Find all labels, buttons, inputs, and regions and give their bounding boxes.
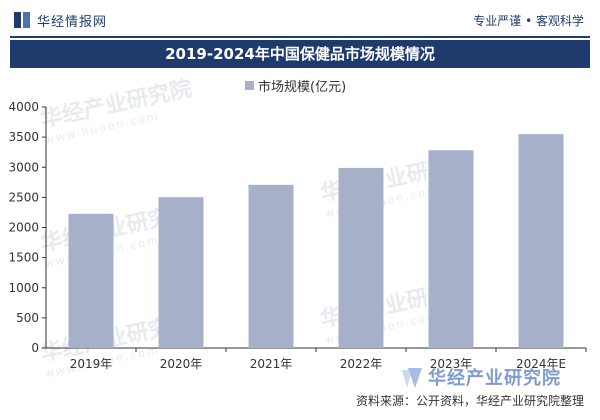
legend: 市场规模(亿元) (245, 76, 346, 95)
x-tick-label: 2020年 (160, 357, 203, 371)
bar (338, 167, 384, 348)
legend-label: 市场规模(亿元) (258, 80, 347, 95)
bar (158, 197, 204, 348)
brand-logo-icon (14, 12, 30, 28)
y-tick-label: 4000 (8, 100, 39, 114)
x-tick-label: 2024年E (516, 357, 566, 371)
bar (68, 213, 114, 348)
tagline: 专业严谨 • 客观科学 (473, 14, 584, 28)
y-tick-label: 3000 (8, 160, 39, 174)
y-tick-label: 0 (31, 341, 39, 355)
x-tick-label: 2021年 (250, 357, 293, 371)
y-tick-label: 3500 (8, 130, 39, 144)
x-tick-label: 2023年 (430, 357, 473, 371)
y-tick-label: 2500 (8, 190, 39, 204)
footer-brand: 华经产业研究院 (428, 368, 561, 389)
legend-swatch (245, 81, 254, 90)
x-tick-label: 2019年 (70, 357, 113, 371)
header-divider (10, 36, 590, 38)
chart-title: 2019-2024年中国保健品市场规模情况 (10, 40, 590, 68)
y-tick-label: 2000 (8, 221, 39, 235)
y-tick-label: 1000 (8, 281, 39, 295)
source-note: 资料来源：公开资料，华经产业研究院整理 (355, 394, 584, 408)
top-bar: 华经情报网 专业严谨 • 客观科学 (0, 0, 600, 40)
brand: 华经情报网 (14, 10, 107, 30)
y-tick-label: 500 (16, 311, 39, 325)
footer-logo-icon (402, 368, 422, 388)
x-tick-label: 2022年 (340, 357, 383, 371)
bar (518, 134, 564, 348)
brand-name: 华经情报网 (37, 14, 108, 30)
bar (248, 184, 294, 348)
y-tick-label: 1500 (8, 251, 39, 265)
bar (428, 150, 474, 348)
